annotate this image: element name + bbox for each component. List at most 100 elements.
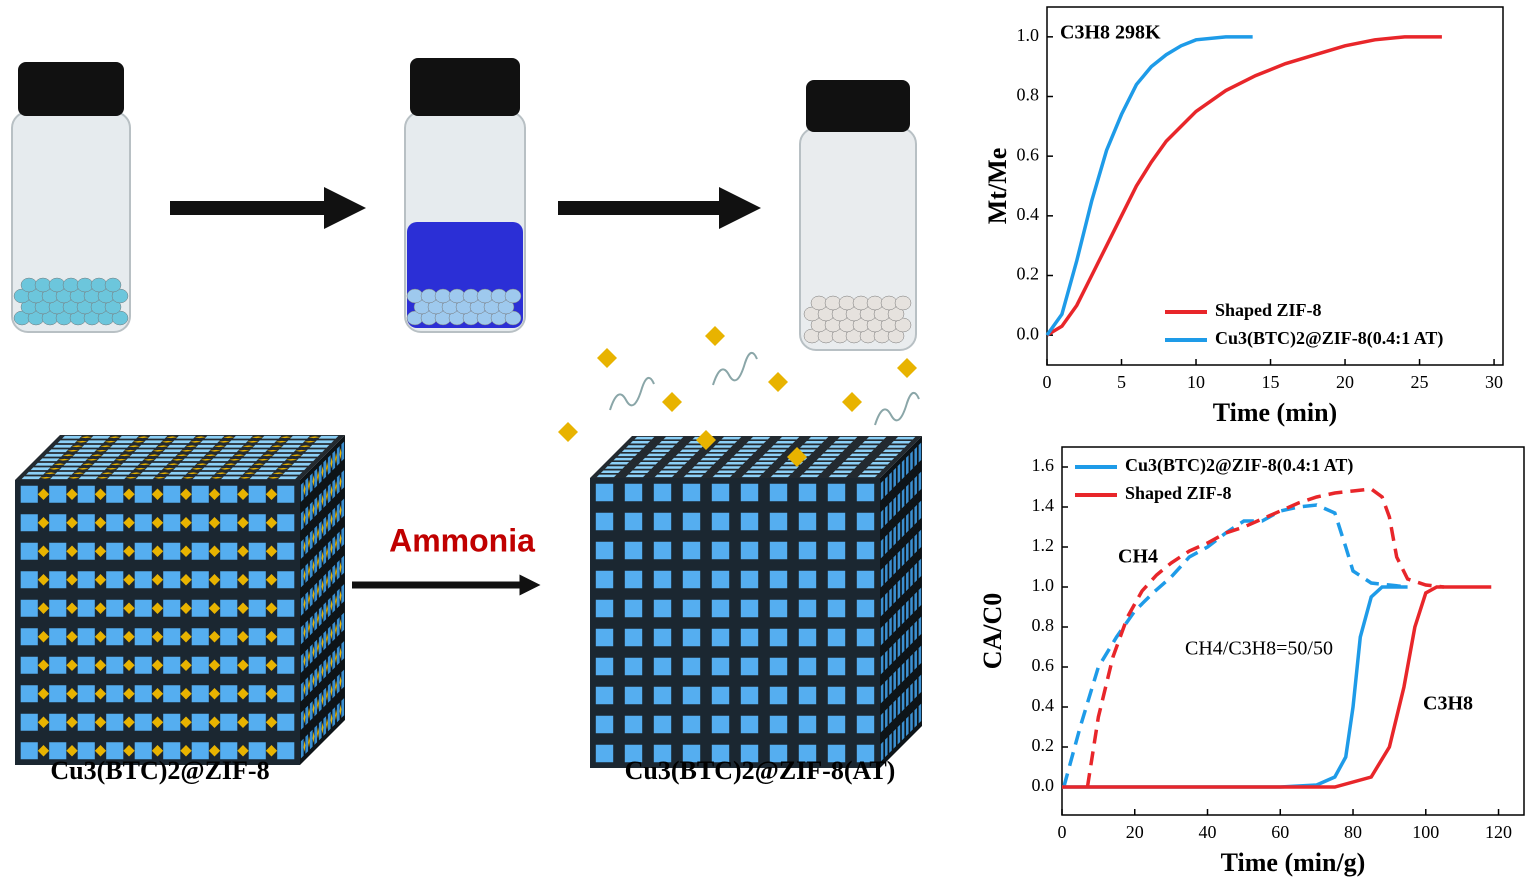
cube-block [134, 685, 152, 703]
cube-block [901, 662, 905, 683]
legend-label: Shaped ZIF-8 [1215, 300, 1322, 320]
cube-block [799, 474, 820, 478]
zif-crystal [208, 488, 221, 500]
zif-crystal [335, 538, 337, 550]
cube-block [721, 436, 742, 440]
pellet [420, 288, 438, 304]
cube-block [248, 628, 266, 646]
cube-block [20, 656, 38, 674]
cube-block [20, 571, 38, 589]
cube-block [595, 744, 614, 763]
cube-block [682, 628, 701, 647]
zif-crystal [77, 467, 89, 470]
cube-block [318, 635, 322, 655]
cube-block [309, 530, 313, 550]
zif-crystal [317, 670, 319, 682]
cube-block [309, 587, 313, 607]
cube-block [845, 457, 866, 461]
cube-block [332, 707, 336, 727]
zif-crystal [303, 683, 306, 695]
cube-block [595, 686, 614, 705]
zif-crystal [321, 466, 324, 478]
cube-block [314, 554, 318, 574]
cube-block [798, 599, 817, 618]
cube-block [889, 472, 892, 492]
zif-crystal [268, 476, 280, 479]
cube-block [897, 724, 901, 745]
cube-block [163, 599, 181, 617]
cube-block [880, 567, 884, 588]
cube-block [711, 657, 730, 676]
cube-block [49, 685, 67, 703]
cube-block [711, 512, 730, 531]
zif-crystal [110, 463, 122, 466]
cube-block [866, 436, 887, 440]
cube-block [625, 474, 646, 478]
zif-crystal [37, 631, 50, 643]
zif-crystal [339, 704, 342, 716]
zif-crystal [37, 659, 50, 671]
zif-crystal [208, 574, 221, 586]
zif-crystal [335, 709, 337, 721]
cube-block [828, 474, 849, 478]
cube-block [889, 617, 892, 637]
cube-block [341, 584, 345, 604]
cube-block [769, 570, 788, 589]
cube-block [176, 435, 196, 439]
cube-block [248, 514, 266, 532]
zif-crystal [339, 533, 342, 545]
cube-block [740, 541, 759, 560]
cube-block [327, 654, 331, 675]
y-tick-label: 0.6 [1032, 655, 1055, 675]
cube-block [49, 713, 67, 731]
cube-block [885, 592, 888, 613]
cube-block [323, 602, 327, 622]
cube-block [134, 571, 152, 589]
zif-crystal [237, 631, 249, 643]
zif-crystal [247, 440, 259, 443]
cube-block [897, 637, 901, 658]
cube-block [775, 441, 796, 444]
cube-block [77, 485, 95, 503]
cube-block [314, 696, 318, 717]
zif-crystal [223, 436, 235, 439]
zif-crystal [335, 623, 337, 635]
y-tick-label: 1.4 [1032, 495, 1055, 515]
cube-block [144, 467, 165, 471]
cube-block [220, 571, 238, 589]
zif-crystal [128, 445, 140, 448]
cube-block [309, 729, 313, 750]
pellet [887, 328, 905, 344]
cube-block [300, 510, 304, 531]
y-tick-label: 0.4 [1017, 204, 1040, 224]
zif-crystal [339, 448, 342, 460]
zif-crystal [166, 436, 178, 439]
zif-crystal [335, 595, 337, 607]
cube-block [740, 483, 759, 502]
zif-crystal [94, 745, 107, 757]
cube-block [224, 444, 244, 448]
cube-block [827, 628, 846, 647]
zif-crystal [76, 440, 88, 443]
cube-block [624, 570, 643, 589]
zif-crystal [326, 718, 328, 730]
cube-block [880, 480, 884, 501]
plot-frame [1061, 446, 1525, 816]
zif-crystal [312, 646, 315, 658]
zif-crystal [330, 656, 333, 668]
zif-crystal [248, 467, 260, 470]
zif-crystal [151, 488, 164, 500]
cube-block [300, 453, 321, 457]
cube-block [336, 474, 340, 495]
cube-block [277, 514, 295, 532]
cube-block [323, 630, 327, 651]
cube-block [889, 501, 892, 521]
cube-block [215, 453, 235, 457]
cube-block [341, 527, 345, 547]
zif-crystal [271, 445, 283, 448]
zif-crystal [123, 631, 135, 643]
cube-block [626, 445, 646, 448]
cube-block [918, 674, 922, 695]
cube-block [336, 531, 340, 552]
cube-block [721, 466, 741, 469]
